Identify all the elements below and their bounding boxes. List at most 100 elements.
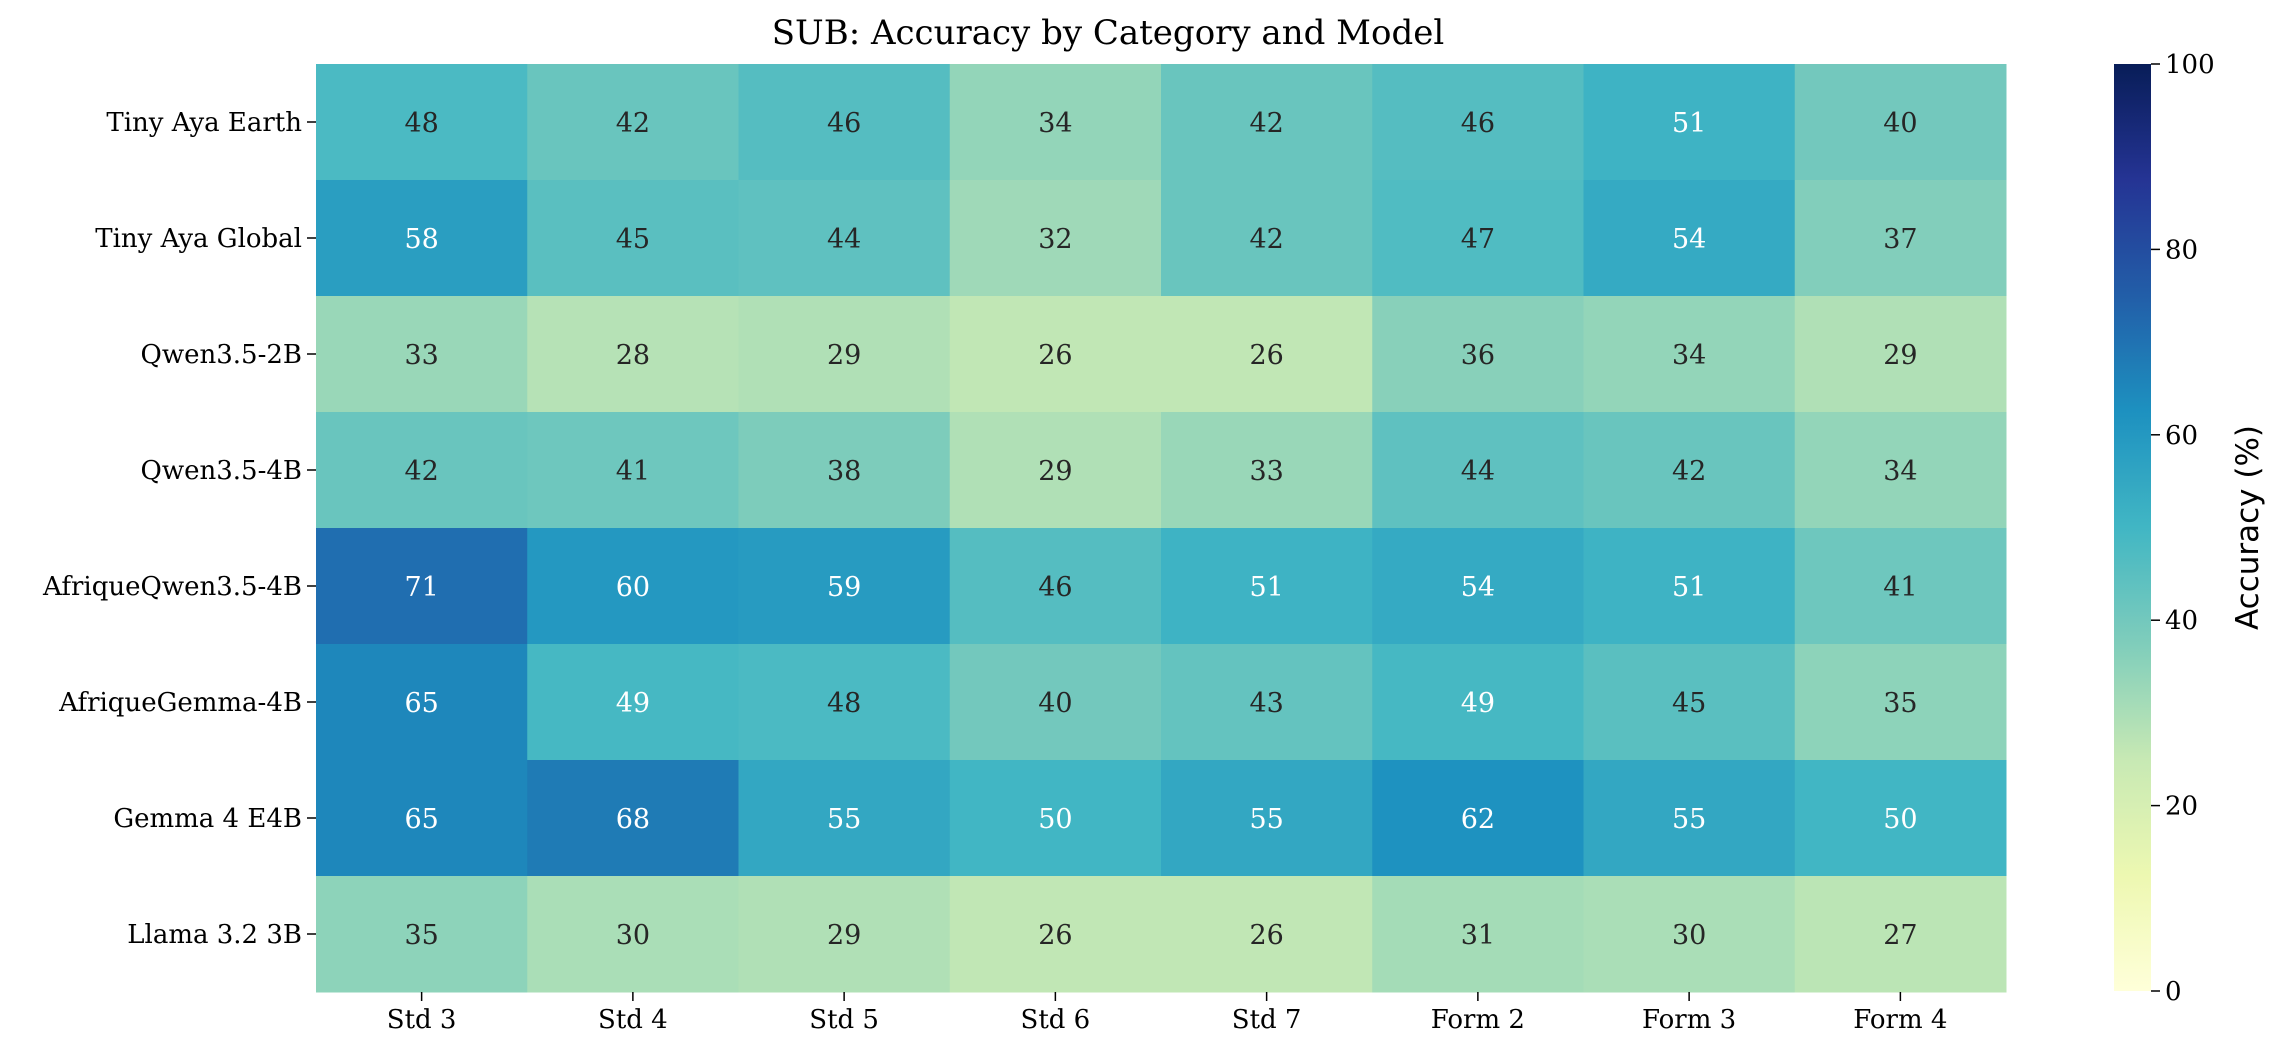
cell-value-label: 48 [404,108,438,139]
cell-value-label: 46 [827,108,861,139]
cell-value-label: 42 [404,456,438,487]
heatmap-cell [1794,64,2007,181]
cell-value-labels: 48 42 46 34 42 46 51 40 58 45 44 32 42 47 54 37 33 28 29 26… [404,108,1917,951]
cell-value-label: 46 [1038,572,1072,603]
cell-value-label: 65 [404,804,438,835]
colorbar-tick-label: 60 [2165,421,2198,451]
cell-value-label: 68 [616,804,650,835]
cell-value-label: 29 [827,920,861,951]
cell-value-label: 49 [1461,688,1495,719]
cell-value-label: 34 [1672,340,1706,371]
cell-value-label: 46 [1461,108,1495,139]
cell-value-label: 26 [1038,340,1072,371]
heatmap-cell [738,296,951,413]
colorbar-tick-label: 20 [2165,792,2198,822]
heatmap-cell [1794,180,2007,297]
heatmap-cell [1583,528,1796,645]
cell-value-label: 44 [827,224,861,255]
heatmap-cell [1794,528,2007,645]
heatmap-cell [1583,760,1796,877]
cell-value-label: 48 [827,688,861,719]
heatmap-cell [1161,296,1373,413]
heatmap-cell [1583,412,1796,529]
cell-value-label: 40 [1038,688,1072,719]
colorbar-label: Accuracy (%) [2230,425,2266,630]
cell-value-label: 54 [1672,224,1706,255]
cell-value-label: 49 [616,688,650,719]
y-tick-label: Tiny Aya Global [95,224,302,254]
y-tick-label: Gemma 4 E4B [113,804,302,834]
heatmap-cell [1372,528,1584,645]
x-tick-label: Std 3 [387,1005,457,1035]
heatmap-cell [316,64,528,181]
cell-value-label: 62 [1461,804,1495,835]
colorbar-gradient [2114,64,2151,991]
cell-value-label: 34 [1883,456,1917,487]
x-tick-label: Form 3 [1642,1005,1736,1035]
cell-value-label: 55 [827,804,861,835]
heatmap-cell [1161,876,1373,993]
cell-value-label: 30 [1672,920,1706,951]
cell-value-label: 51 [1249,572,1283,603]
heatmap-cell [527,64,739,181]
cell-value-label: 29 [1883,340,1917,371]
heatmap-cell [316,296,528,413]
heatmap-cell [738,528,951,645]
heatmap-cell [527,412,739,529]
cell-value-label: 65 [404,688,438,719]
heatmap-cell [527,760,739,877]
heatmap-cell [1161,64,1373,181]
cell-value-label: 41 [616,456,650,487]
heatmap-cell [1794,876,2007,993]
heatmap-cell [1583,64,1796,181]
cell-value-label: 41 [1883,572,1917,603]
cell-value-label: 47 [1461,224,1495,255]
heatmap-cell [1794,760,2007,877]
x-tick-label: Std 5 [809,1005,879,1035]
cell-value-label: 32 [1038,224,1072,255]
heatmap-cell [949,528,1162,645]
cell-value-label: 31 [1461,920,1495,951]
cell-value-label: 28 [616,340,650,371]
cell-value-label: 35 [404,920,438,951]
heatmap-cell [738,412,951,529]
heatmap-cell [316,760,528,877]
cell-value-label: 29 [827,340,861,371]
heatmap-cell [1794,296,2007,413]
heatmap-cell [527,296,739,413]
y-tick-label: AfriqueQwen3.5-4B [42,572,302,602]
cell-value-label: 33 [404,340,438,371]
heatmap-cell [1583,180,1796,297]
colorbar-tick-label: 0 [2165,977,2182,1007]
heatmap-cells [316,64,2007,993]
colorbar-tick-label: 100 [2165,50,2215,80]
heatmap-cell [738,644,951,761]
heatmap-cell [738,760,951,877]
cell-value-label: 35 [1883,688,1917,719]
heatmap-cell [949,876,1162,993]
heatmap-cell [1372,412,1584,529]
heatmap-cell [527,876,739,993]
cell-value-label: 26 [1249,340,1283,371]
cell-value-label: 36 [1461,340,1495,371]
heatmap-cell [1794,412,2007,529]
cell-value-label: 55 [1249,804,1283,835]
cell-value-label: 55 [1672,804,1706,835]
colorbar-tick-label: 80 [2165,235,2198,265]
heatmap-cell [1583,296,1796,413]
cell-value-label: 42 [1249,108,1283,139]
heatmap-cell [1372,760,1584,877]
cell-value-label: 45 [616,224,650,255]
cell-value-label: 26 [1249,920,1283,951]
cell-value-label: 45 [1672,688,1706,719]
cell-value-label: 50 [1883,804,1917,835]
cell-value-label: 33 [1249,456,1283,487]
cell-value-label: 51 [1672,108,1706,139]
cell-value-label: 37 [1883,224,1917,255]
y-tick-label: Tiny Aya Earth [106,108,302,138]
cell-value-label: 29 [1038,456,1072,487]
cell-value-label: 54 [1461,572,1495,603]
cell-value-label: 42 [1672,456,1706,487]
heatmap-cell [1161,760,1373,877]
heatmap-cell [1583,876,1796,993]
